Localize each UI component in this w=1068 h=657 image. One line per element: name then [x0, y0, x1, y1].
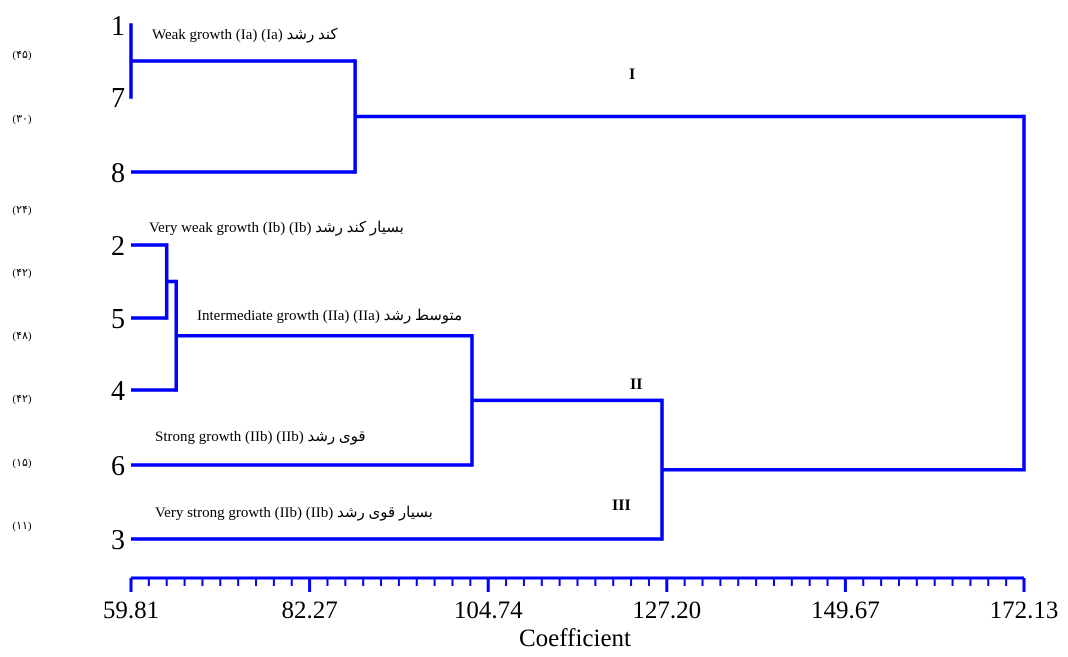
leaf-count-2: (۳۰): [12, 113, 31, 125]
group-label-II: II: [630, 376, 642, 393]
cluster-label-4: Strong growth (IIb) (IIb) قوی رشد: [155, 429, 366, 445]
cluster-label-2: Very weak growth (Ib) (Ib) بسیار کند رشد: [149, 220, 404, 236]
leaf-label-8: 8: [111, 158, 125, 189]
x-axis-title: Coefficient: [519, 625, 631, 652]
x-tick-label: 59.81: [103, 597, 159, 624]
leaf-count-8: (۱۱): [12, 520, 31, 532]
leaf-label-4: 4: [111, 376, 125, 407]
leaf-count-4: (۴۲): [12, 267, 31, 279]
group-label-I: I: [629, 66, 635, 83]
x-tick-label: 127.20: [632, 597, 701, 624]
leaf-label-6: 6: [111, 451, 125, 482]
leaf-count-7: (۱۵): [12, 457, 31, 469]
x-tick-label: 172.13: [990, 597, 1059, 624]
x-tick-label: 104.74: [454, 597, 523, 624]
leaf-label-7: 7: [111, 83, 125, 114]
cluster-label-3: Intermediate growth (IIa) (IIa) متوسط رش…: [197, 308, 462, 324]
leaf-count-1: (۴۵): [12, 49, 31, 61]
leaf-label-3: 3: [111, 525, 125, 556]
leaf-count-6: (۴۲): [12, 393, 31, 405]
leaf-label-2: 2: [111, 231, 125, 262]
cluster-labels: Weak growth (Ia) (Ia) کند رشد Very weak g…: [149, 27, 462, 521]
group-label-III: III: [612, 497, 631, 514]
cluster-label-1: Weak growth (Ia) (Ia) کند رشد: [152, 27, 338, 43]
leaf-counts: (۴۵) (۳۰) (۲۴) (۴۲) (۴۸) (۴۲) (۱۵) (۱۱): [12, 49, 31, 532]
leaf-label-1: 1: [111, 11, 125, 42]
x-tick-label: 82.27: [281, 597, 337, 624]
leaf-count-3: (۲۴): [12, 204, 31, 216]
x-tick-label: 149.67: [811, 597, 880, 624]
leaf-label-5: 5: [111, 304, 125, 335]
x-axis: 59.81 82.27 104.74 127.20 149.67 172.13: [103, 576, 1059, 624]
cluster-label-5: Very strong growth (IIb) (IIb) بسیار قوی…: [155, 505, 433, 521]
leaf-count-5: (۴۸): [12, 330, 31, 342]
leaf-labels: 1 7 8 2 5 4 6 3: [111, 11, 125, 556]
dendrogram-tree: [129, 23, 1026, 541]
